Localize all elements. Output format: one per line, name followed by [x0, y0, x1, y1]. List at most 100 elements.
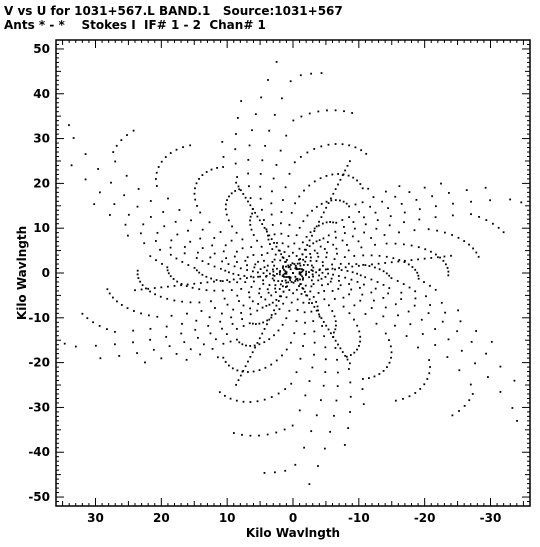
uv-point — [450, 254, 452, 257]
uv-point — [400, 298, 403, 300]
uv-point — [334, 199, 337, 201]
uv-point — [394, 399, 397, 402]
uv-point — [423, 383, 426, 386]
uv-point — [166, 269, 169, 272]
uv-point — [335, 247, 338, 250]
uv-point — [268, 129, 271, 132]
uv-point — [343, 444, 346, 446]
chart-subtitle: Ants * - * Stokes I IF# 1 - 2 Chan# 1 — [4, 18, 266, 32]
uv-point — [313, 230, 316, 232]
uv-point — [213, 265, 216, 268]
uv-point — [290, 382, 293, 385]
uv-point — [367, 187, 370, 190]
uv-point — [167, 272, 170, 275]
uv-point — [162, 211, 165, 213]
uv-point — [439, 256, 441, 259]
uv-point — [417, 277, 420, 280]
uv-point — [451, 234, 453, 236]
uv-point — [274, 284, 277, 287]
uv-point — [347, 427, 350, 429]
uv-point — [341, 143, 344, 146]
uv-point — [200, 310, 203, 312]
uv-point — [342, 225, 345, 228]
uv-point — [296, 277, 299, 280]
uv-point — [377, 262, 380, 265]
uv-point — [276, 242, 278, 244]
uv-point — [319, 177, 322, 180]
uv-point — [353, 255, 356, 257]
uv-point — [418, 218, 421, 221]
uv-point — [253, 280, 255, 283]
y-tick-label: 50 — [33, 42, 50, 56]
uv-point — [254, 113, 257, 116]
uv-point — [219, 279, 222, 282]
uv-point — [417, 346, 419, 349]
uv-point — [219, 320, 222, 323]
uv-point — [223, 297, 226, 300]
uv-point — [289, 264, 292, 266]
uv-point — [386, 366, 388, 369]
uv-point — [176, 233, 179, 236]
uv-point — [302, 301, 305, 304]
uv-point — [434, 328, 437, 330]
uv-point — [296, 309, 299, 311]
uv-point — [201, 260, 204, 263]
uv-point — [338, 279, 340, 282]
uv-point — [237, 274, 240, 276]
uv-point — [334, 347, 337, 349]
uv-point — [297, 268, 299, 270]
uv-point — [298, 258, 300, 261]
uv-point — [235, 133, 237, 135]
uv-point — [308, 302, 310, 304]
uv-point — [266, 319, 269, 322]
uv-point — [457, 236, 460, 239]
uv-point — [324, 371, 327, 373]
uv-point — [86, 317, 89, 320]
uv-point — [370, 254, 373, 257]
uv-point — [230, 239, 233, 242]
uv-point — [181, 261, 184, 263]
uv-point — [276, 272, 278, 275]
uv-point — [371, 263, 373, 266]
uv-point — [249, 401, 252, 403]
uv-point — [310, 285, 313, 288]
uv-point — [126, 134, 128, 136]
uv-point — [288, 265, 291, 268]
uv-point — [352, 221, 355, 223]
uv-point — [198, 288, 201, 291]
uv-point — [336, 385, 339, 388]
uv-point — [264, 298, 267, 301]
uv-point — [224, 269, 227, 272]
uv-point — [236, 261, 238, 263]
uv-point — [260, 254, 263, 256]
uv-point — [232, 432, 235, 434]
uv-point — [299, 264, 302, 267]
uv-point — [323, 447, 326, 450]
uv-point — [301, 253, 304, 256]
uv-point — [263, 226, 266, 229]
uv-point — [356, 272, 358, 275]
uv-point — [308, 184, 311, 187]
uv-point — [288, 223, 291, 226]
uv-point — [159, 248, 161, 251]
uv-point — [364, 223, 367, 226]
uv-point — [347, 249, 350, 252]
uv-point — [287, 264, 290, 267]
uv-point — [250, 246, 253, 249]
uv-point — [436, 229, 439, 232]
uv-point — [225, 333, 228, 335]
y-tick-label: 0 — [42, 266, 50, 280]
uv-point — [280, 295, 283, 298]
uv-point — [199, 282, 202, 284]
uv-point — [246, 256, 249, 259]
uv-point — [280, 211, 283, 213]
uv-point — [249, 355, 252, 358]
uv-point — [183, 341, 186, 344]
uv-point — [234, 190, 237, 192]
uv-point — [352, 176, 355, 179]
uv-point — [132, 329, 135, 332]
uv-point — [359, 340, 361, 343]
uv-point — [222, 156, 225, 158]
uv-point — [288, 309, 291, 312]
uv-point — [338, 267, 340, 269]
